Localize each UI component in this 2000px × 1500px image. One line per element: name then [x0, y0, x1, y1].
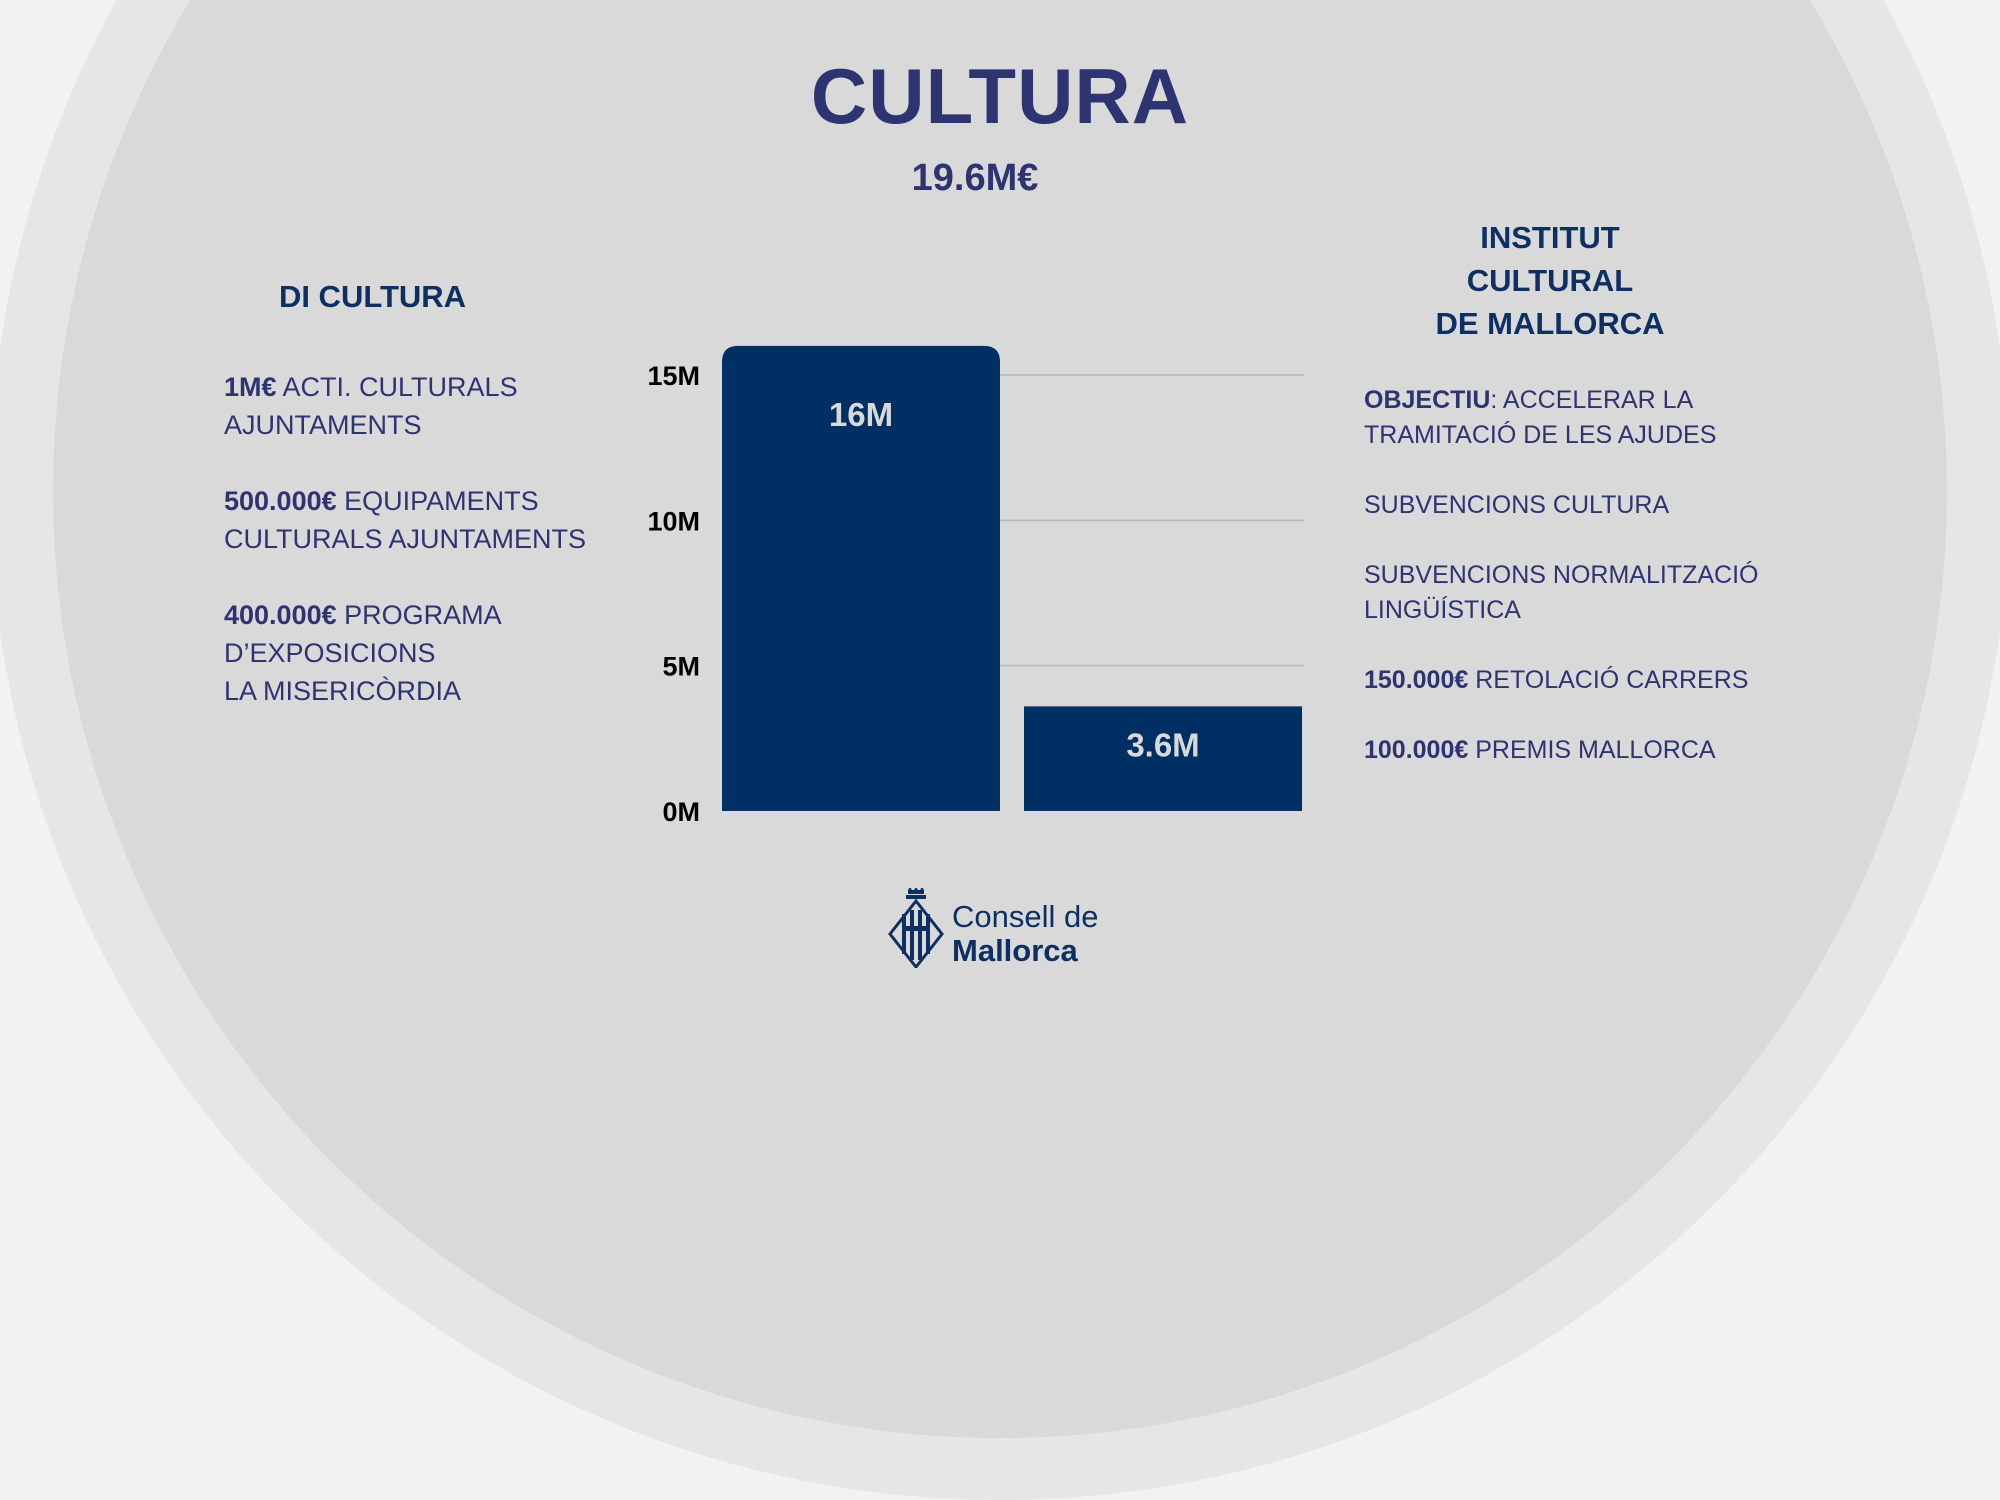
item-amount: 500.000€: [224, 486, 337, 516]
y-tick-label: 0M: [662, 797, 700, 827]
logo-text: Consell de Mallorca: [952, 900, 1098, 968]
list-item: OBJECTIU: ACCELERAR LA TRAMITACIÓ DE LES…: [1364, 383, 1794, 453]
item-text: PROGRAMA: [344, 600, 502, 630]
logo-line-2: Mallorca: [952, 933, 1078, 968]
item-text: RETOLACIÓ CARRERS: [1475, 666, 1749, 694]
left-panel-title: DI CULTURA: [278, 279, 467, 314]
list-item: 400.000€ PROGRAMA D’EXPOSICIONS LA MISER…: [224, 596, 624, 710]
bar: [722, 345, 1000, 811]
item-text: ACTI. CULTURALS: [282, 372, 518, 402]
item-text: LA MISERICÒRDIA: [224, 676, 462, 706]
list-item: 1M€ ACTI. CULTURALS AJUNTAMENTS: [224, 368, 624, 444]
budget-bar-chart: 0M 5M 10M 15M 16M 3.6M: [630, 330, 1330, 850]
item-amount: 100.000€: [1364, 736, 1469, 764]
right-panel-title: INSTITUT CULTURAL DE MALLORCA: [1375, 216, 1725, 345]
item-text: SUBVENCIONS NORMALITZACIÓ: [1364, 561, 1759, 589]
title-line: CULTURAL: [1466, 263, 1634, 298]
title-line: DE MALLORCA: [1435, 306, 1665, 341]
total-amount: 19.6M€: [911, 157, 1039, 199]
item-amount: 150.000€: [1364, 666, 1469, 694]
y-tick-label: 5M: [662, 652, 700, 682]
y-tick-label: 10M: [647, 506, 700, 536]
list-item: 500.000€ EQUIPAMENTS CULTURALS AJUNTAMEN…: [224, 482, 624, 558]
y-tick-label: 15M: [647, 361, 700, 391]
item-amount: 1M€: [224, 372, 277, 402]
item-text: SUBVENCIONS CULTURA: [1364, 491, 1670, 519]
list-item: 150.000€ RETOLACIÓ CARRERS: [1364, 663, 1794, 698]
item-text: EQUIPAMENTS: [344, 486, 539, 516]
right-panel-list: OBJECTIU: ACCELERAR LA TRAMITACIÓ DE LES…: [1364, 383, 1794, 803]
coat-of-arms-icon: [888, 888, 944, 970]
bar: [1024, 706, 1302, 811]
title-line: INSTITUT: [1480, 220, 1620, 255]
left-panel-list: 1M€ ACTI. CULTURALS AJUNTAMENTS 500.000€…: [224, 368, 624, 748]
chart-svg: 0M 5M 10M 15M 16M 3.6M: [647, 345, 1304, 827]
item-text: CULTURALS AJUNTAMENTS: [224, 524, 587, 554]
item-text: AJUNTAMENTS: [224, 410, 422, 440]
item-keyword: OBJECTIU: [1364, 386, 1491, 414]
item-text: LINGÜÍSTICA: [1364, 596, 1521, 624]
bar-value-label: 16M: [829, 396, 893, 433]
consell-de-mallorca-logo: Consell de Mallorca: [888, 888, 1118, 970]
item-text: TRAMITACIÓ DE LES AJUDES: [1364, 421, 1717, 449]
item-text: D’EXPOSICIONS: [224, 638, 436, 668]
list-item: SUBVENCIONS NORMALITZACIÓ LINGÜÍSTICA: [1364, 558, 1794, 628]
bar-value-label: 3.6M: [1126, 726, 1199, 763]
item-text: PREMIS MALLORCA: [1475, 736, 1716, 764]
list-item: SUBVENCIONS CULTURA: [1364, 488, 1794, 523]
item-text: : ACCELERAR LA: [1490, 386, 1694, 414]
item-amount: 400.000€: [224, 600, 337, 630]
list-item: 100.000€ PREMIS MALLORCA: [1364, 733, 1794, 768]
page-title: CULTURA: [810, 52, 1190, 140]
logo-line-1: Consell de: [952, 899, 1099, 934]
